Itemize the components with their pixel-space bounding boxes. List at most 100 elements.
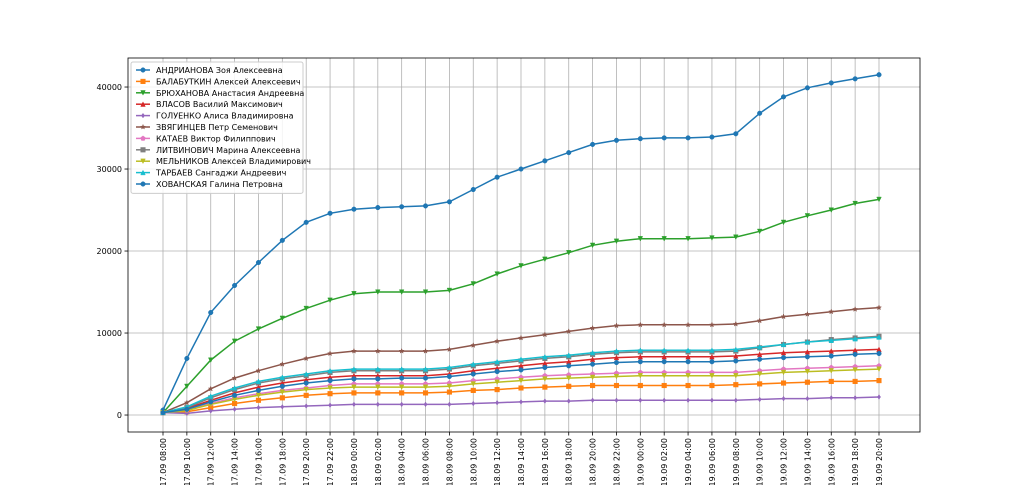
marker [375,401,380,408]
marker [303,380,309,386]
marker [327,391,333,397]
marker [757,110,763,116]
marker [328,402,332,408]
marker [828,337,834,343]
marker [303,387,309,393]
marker [494,358,500,365]
marker [494,271,500,277]
x-tick-label: 17.09 14:00 [231,438,240,485]
x-tick-label: 17.09 20:00 [302,438,311,485]
series [159,304,883,416]
marker [255,397,262,403]
series [160,196,882,416]
x-tick-label: 18.09 14:00 [517,438,526,485]
marker [399,401,404,408]
marker [375,366,381,372]
marker [208,399,214,405]
legend-label: АНДРИАНОВА Зоя Алексеевна [156,66,283,75]
marker [232,406,237,413]
marker [446,383,453,390]
marker [303,305,309,312]
marker [422,203,429,209]
marker [613,354,620,361]
marker [662,397,667,404]
marker [708,321,716,328]
marker [231,374,238,381]
marker [756,228,763,235]
x-tick-label: 18.09 18:00 [565,438,574,485]
marker [709,347,715,353]
marker [733,131,739,137]
marker [519,399,523,405]
marker [352,401,356,408]
marker [303,392,309,398]
x-tick-label: 19.09 02:00 [660,438,669,485]
marker [208,309,214,316]
marker [423,401,428,408]
marker [852,335,858,342]
plot-frame [127,57,921,433]
x-tick-label: 19.09 16:00 [827,438,836,485]
marker [279,383,285,389]
marker [140,158,146,165]
marker [780,219,787,226]
y-tick-label: 20000 [97,247,122,256]
marker [422,347,429,354]
marker [876,196,882,203]
marker [471,400,476,407]
marker [613,322,620,329]
marker [494,387,500,393]
marker [637,373,644,379]
marker [517,334,525,341]
marker [494,337,501,344]
marker [828,348,834,354]
marker [733,353,739,359]
marker [399,375,405,381]
marker [470,387,476,393]
marker [542,384,548,390]
marker [446,373,452,380]
marker [446,346,453,353]
marker [852,305,859,312]
y-tick-label: 40000 [97,83,122,92]
x-tick-label: 18.09 20:00 [589,438,598,485]
marker [494,174,500,180]
marker [685,135,691,141]
marker [613,382,620,389]
marker [446,364,453,371]
marker [805,395,810,402]
marker [852,351,858,357]
marker [398,347,405,354]
marker [853,395,858,401]
marker [828,207,834,213]
marker [828,368,834,374]
marker [828,308,835,315]
marker [589,242,596,249]
marker [231,338,238,345]
marker [140,90,146,96]
marker [804,354,810,360]
marker [542,256,548,263]
marker [757,381,763,387]
marker [140,135,146,141]
marker [804,310,811,317]
marker [565,328,572,335]
marker [709,134,715,140]
x-tick-label: 18.09 12:00 [493,438,502,485]
marker [804,213,811,219]
marker [637,136,643,142]
series [160,334,882,416]
marker [877,394,881,400]
marker [637,236,644,242]
x-tick-label: 18.09 04:00 [398,438,407,485]
marker [710,397,714,404]
marker [829,395,834,401]
marker [781,395,786,402]
marker [422,375,429,381]
marker [375,384,381,391]
marker [422,384,429,391]
legend-label: ХОВАНСКАЯ Галина Петровна [156,180,283,189]
marker [183,399,190,406]
x-tick-label: 17.09 12:00 [207,438,216,485]
marker [685,347,691,353]
